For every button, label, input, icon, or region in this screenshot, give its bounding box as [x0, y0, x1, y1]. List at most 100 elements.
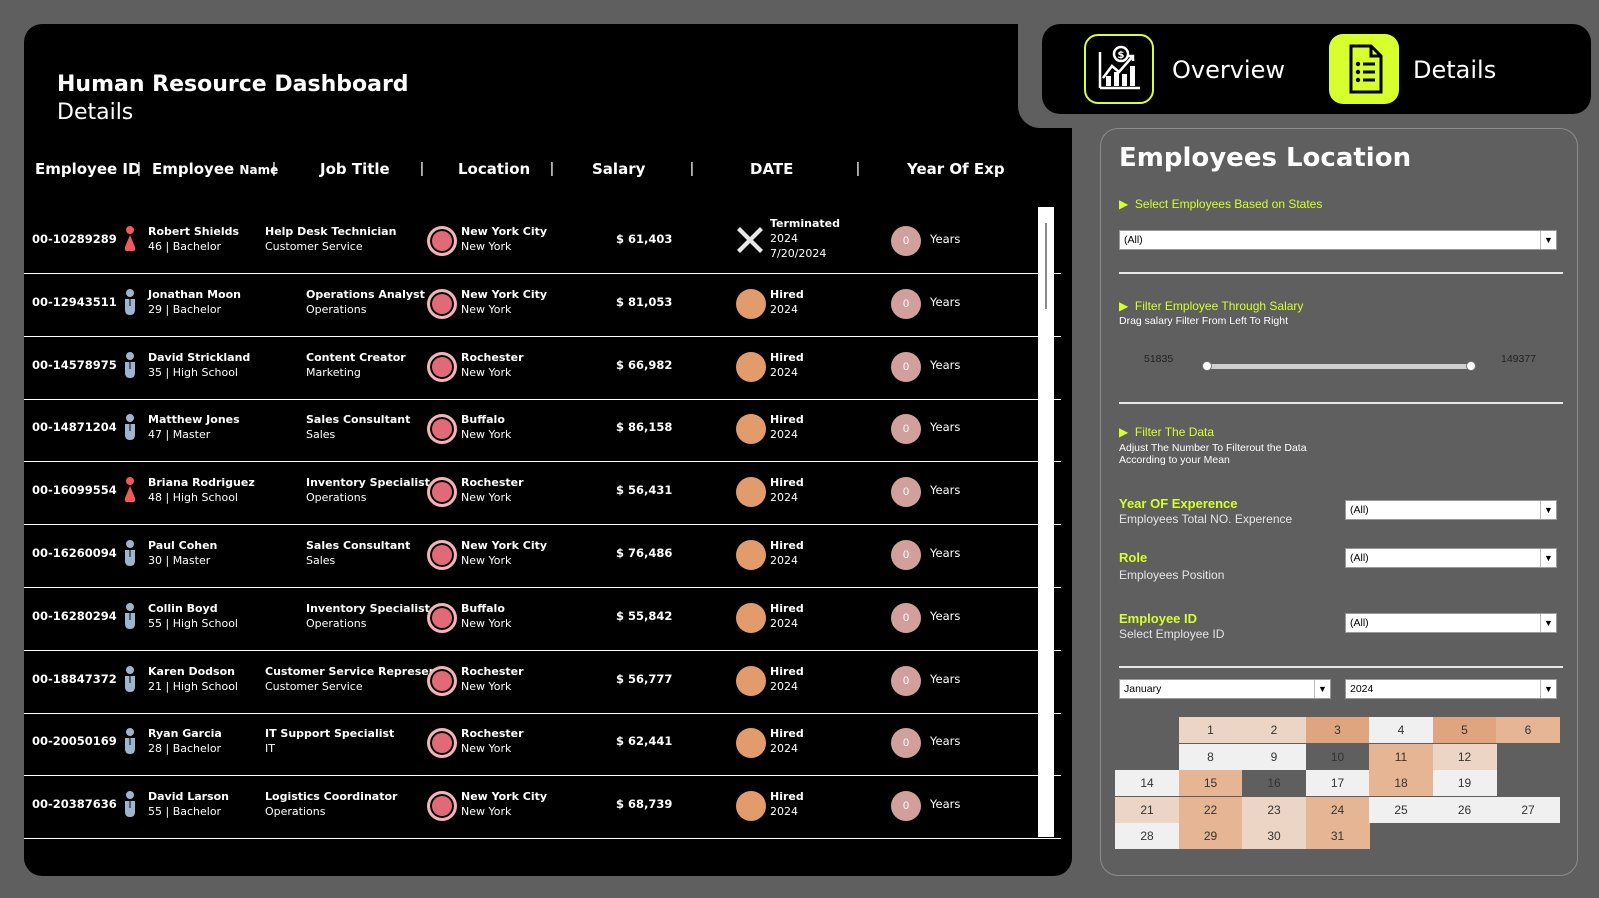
- chevron-down-icon[interactable]: ▼: [1540, 680, 1556, 698]
- calendar-day[interactable]: 30: [1242, 823, 1306, 849]
- calendar-day[interactable]: 15: [1178, 770, 1243, 796]
- job-title-cell: Logistics Coordinator Operations: [265, 790, 398, 819]
- calendar-day[interactable]: 10: [1305, 743, 1370, 770]
- employee-name-cell: Briana Rodriguez 48 | High School: [148, 476, 255, 505]
- employee-id-cell: 00-16260094: [32, 546, 117, 560]
- calendar-day[interactable]: 8: [1178, 743, 1243, 770]
- calendar-day[interactable]: 6: [1496, 717, 1560, 743]
- job-title-cell: Operations Analyst Operations: [306, 287, 425, 316]
- role-dropdown[interactable]: (All) ▼: [1345, 548, 1557, 568]
- employee-name-cell: David Larson 55 | Bachelor: [148, 790, 229, 819]
- calendar-day[interactable]: 26: [1432, 796, 1497, 823]
- calendar-day[interactable]: 25: [1369, 796, 1433, 823]
- table-row[interactable]: 00-16280294 Collin Boyd 55 | High School …: [24, 587, 1061, 651]
- experience-badge: 0: [891, 351, 921, 382]
- calendar-day[interactable]: 31: [1305, 823, 1370, 849]
- status-cell: Hired 2024: [770, 601, 804, 630]
- calendar-day[interactable]: 14: [1115, 770, 1179, 796]
- calendar-day[interactable]: 4: [1369, 717, 1433, 743]
- salary-cell: $ 55,842: [616, 608, 673, 623]
- calendar-day[interactable]: 28: [1115, 823, 1179, 849]
- calendar-day[interactable]: 11: [1369, 743, 1433, 770]
- male-person-icon: [122, 727, 138, 757]
- exp-filter-sub: Employees Total NO. Experence: [1119, 512, 1293, 526]
- location-pin-icon: [427, 288, 457, 319]
- table-row[interactable]: 00-10289289 Robert Shields 46 | Bachelor …: [24, 210, 1061, 274]
- salary-filter-label: ▶ Filter Employee Through Salary: [1119, 299, 1304, 313]
- employee-id-cell: 00-12943511: [32, 294, 117, 309]
- calendar-day[interactable]: 3: [1305, 717, 1370, 743]
- play-arrow-icon: ▶: [1119, 425, 1129, 439]
- job-title-cell: Customer Service Represent Customer Servi…: [265, 664, 442, 693]
- calendar-day[interactable]: 24: [1305, 796, 1370, 823]
- employee-id-cell: 00-20050169: [32, 734, 117, 749]
- chevron-down-icon[interactable]: ▼: [1540, 549, 1556, 567]
- calendar-day[interactable]: 1: [1178, 717, 1243, 743]
- header-separator: |: [137, 160, 141, 177]
- salary-slider-min-handle[interactable]: [1202, 361, 1212, 371]
- calendar-day[interactable]: 27: [1496, 796, 1560, 823]
- details-nav-label[interactable]: Details: [1413, 56, 1497, 84]
- chevron-down-icon[interactable]: ▼: [1540, 614, 1556, 632]
- experience-dropdown[interactable]: (All) ▼: [1345, 500, 1557, 520]
- calendar-day[interactable]: 29: [1178, 823, 1243, 849]
- table-row[interactable]: 00-14871204 Matthew Jones 47 | Master Sal…: [24, 398, 1061, 463]
- years-label: Years: [930, 420, 961, 435]
- calendar-day[interactable]: 12: [1432, 743, 1497, 770]
- table-row[interactable]: 00-20387636 David Larson 55 | Bachelor Lo…: [24, 775, 1061, 840]
- calendar-day[interactable]: 22: [1178, 796, 1243, 823]
- col-header-employee-id: Employee ID: [35, 160, 141, 178]
- employee-id-cell: 00-18847372: [32, 671, 117, 686]
- table-row[interactable]: 00-16260094 Paul Cohen 30 | Master Sales …: [24, 524, 1061, 588]
- years-label: Years: [930, 546, 961, 560]
- col-header-date: DATE: [750, 160, 794, 178]
- salary-slider[interactable]: [1202, 361, 1476, 371]
- table-row[interactable]: 00-14578975 David Strickland 35 | High Sc…: [24, 336, 1061, 400]
- calendar-day[interactable]: 18: [1369, 770, 1433, 796]
- calendar-day[interactable]: 23: [1242, 796, 1306, 823]
- table-scrollbar[interactable]: [1038, 207, 1054, 837]
- chevron-down-icon[interactable]: ▼: [1314, 680, 1330, 698]
- years-label: Years: [930, 232, 961, 246]
- scrollbar-thumb[interactable]: [1045, 223, 1047, 309]
- data-filter-hint-2: According to your Mean: [1119, 454, 1230, 466]
- calendar-day[interactable]: 21: [1115, 796, 1179, 823]
- employee-id-dropdown[interactable]: (All) ▼: [1345, 613, 1557, 633]
- chevron-down-icon[interactable]: ▼: [1540, 231, 1556, 249]
- dashboard-title: Human Resource Dashboard: [57, 72, 409, 97]
- location-cell: Rochester New York: [461, 476, 524, 505]
- overview-nav-label[interactable]: Overview: [1172, 56, 1285, 84]
- table-row[interactable]: 00-18847372 Karen Dodson 21 | High School…: [24, 650, 1061, 714]
- overview-nav-button[interactable]: $: [1084, 34, 1154, 104]
- years-label: Years: [930, 357, 961, 372]
- location-pin-icon: [427, 540, 457, 570]
- calendar-day[interactable]: 5: [1432, 717, 1497, 743]
- chevron-down-icon[interactable]: ▼: [1540, 501, 1556, 519]
- employee-id-cell: 00-16099554: [32, 483, 117, 498]
- filter-panel: Employees Location ▶ Select Employees Ba…: [1100, 128, 1578, 876]
- calendar-day[interactable]: 17: [1305, 770, 1370, 796]
- calendar-day[interactable]: 19: [1432, 770, 1497, 796]
- status-cell: Hired 2024: [770, 287, 804, 316]
- table-row[interactable]: 00-20050169 Ryan Garcia 28 | Bachelor IT …: [24, 712, 1061, 777]
- job-title-cell: Sales Consultant Sales: [306, 539, 411, 567]
- job-title-cell: Help Desk Technician Customer Service: [265, 225, 397, 253]
- salary-cell: $ 76,486: [616, 546, 673, 560]
- calendar-day[interactable]: 9: [1242, 743, 1306, 770]
- calendar-day[interactable]: 2: [1242, 717, 1306, 743]
- table-row[interactable]: 00-12943511 Jonathan Moon 29 | Bachelor O…: [24, 273, 1061, 337]
- svg-text:$: $: [1118, 50, 1125, 61]
- role-filter-label: Role: [1119, 550, 1148, 565]
- details-nav-button[interactable]: [1329, 34, 1399, 104]
- states-dropdown[interactable]: (All) ▼: [1119, 230, 1557, 250]
- calendar-day[interactable]: 16: [1242, 770, 1306, 796]
- table-row[interactable]: 00-16099554 Briana Rodriguez 48 | High Sc…: [24, 461, 1061, 526]
- year-dropdown[interactable]: 2024 ▼: [1345, 679, 1557, 699]
- salary-slider-max-handle[interactable]: [1466, 361, 1476, 371]
- col-header-year-of-exp: Year Of Exp: [907, 160, 1005, 178]
- hired-status-dot: [736, 665, 766, 696]
- month-dropdown[interactable]: January ▼: [1119, 679, 1331, 699]
- job-title-cell: IT Support Specialist IT: [265, 727, 395, 756]
- employee-name-cell: Matthew Jones 47 | Master: [148, 413, 240, 442]
- location-pin-icon: [427, 665, 457, 696]
